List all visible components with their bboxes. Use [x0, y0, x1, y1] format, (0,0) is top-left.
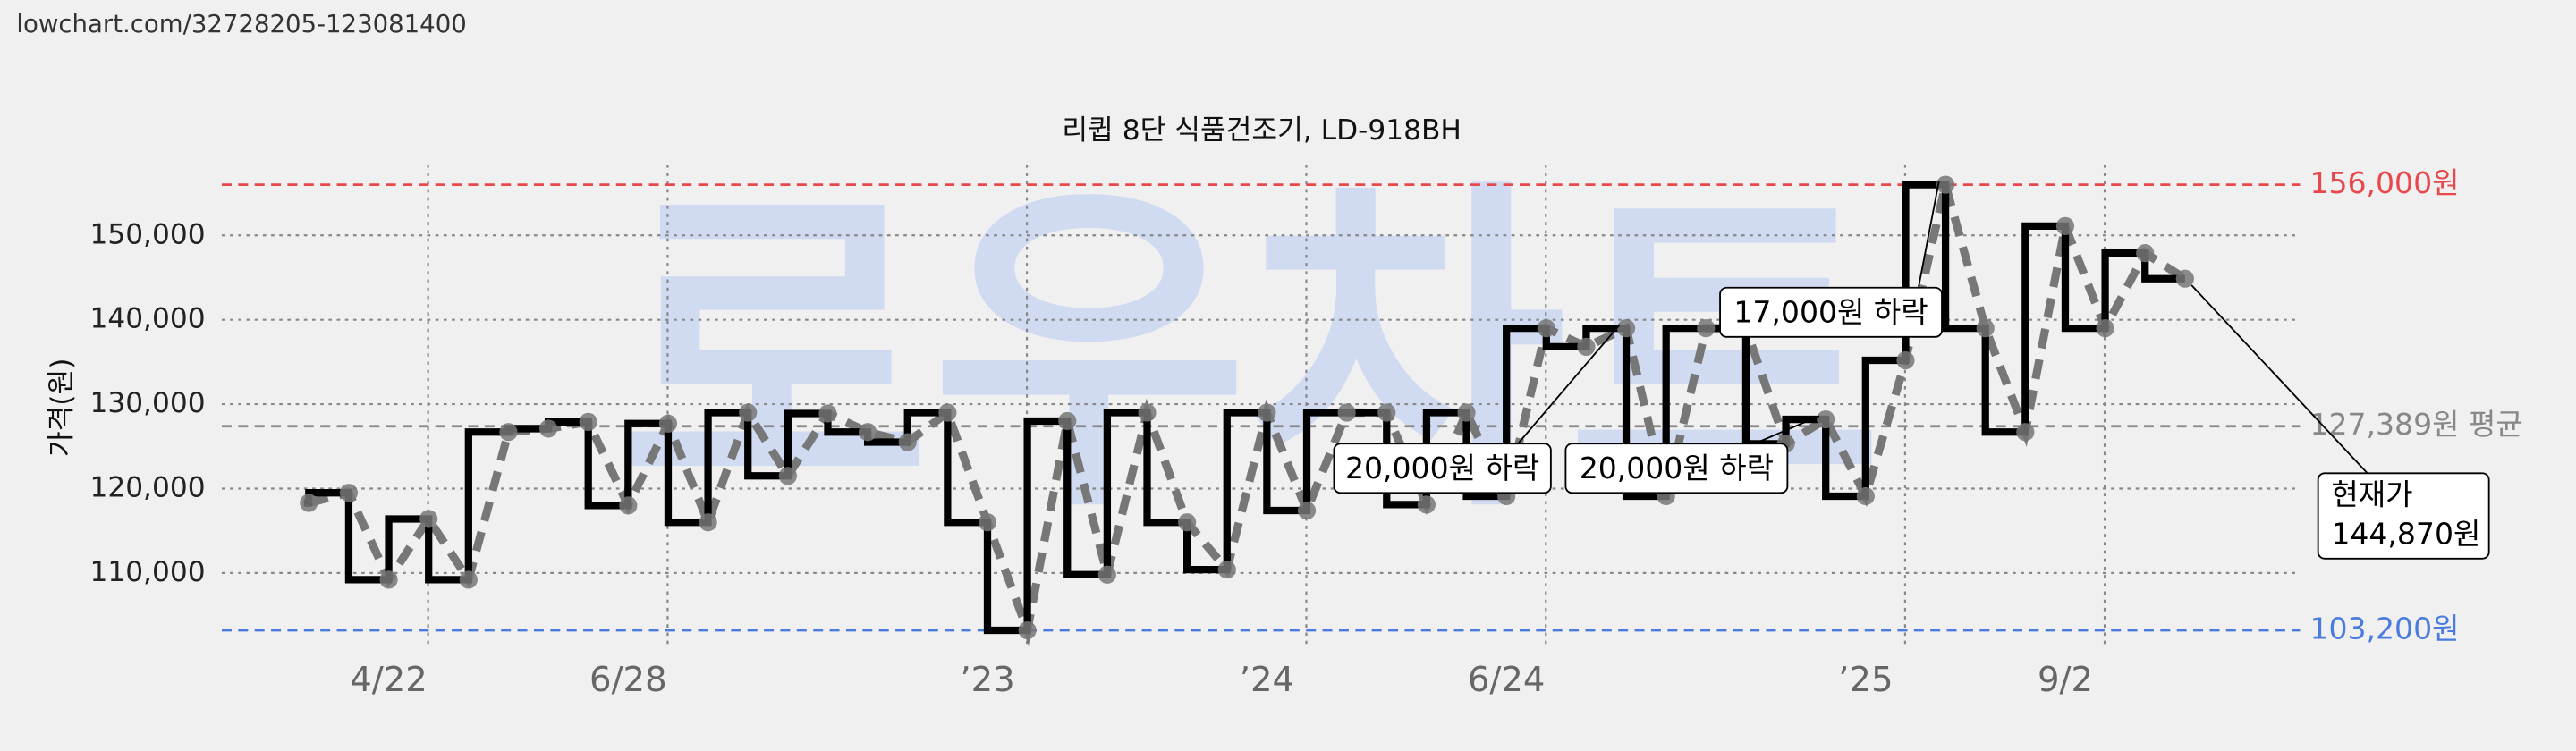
price-point: [1297, 501, 1317, 520]
price-point: [459, 570, 478, 589]
price-point: [1976, 319, 1995, 338]
reference-label: 156,000원: [2309, 165, 2459, 200]
price-point: [898, 433, 917, 451]
price-point: [699, 513, 717, 532]
y-axis-label: 가격(원): [46, 359, 78, 458]
trend-line: [308, 183, 2188, 646]
price-point: [1258, 403, 1276, 422]
reference-label: 127,389원 평균: [2309, 407, 2522, 442]
price-point: [1896, 350, 1915, 370]
price-point: [419, 510, 438, 528]
price-point: [2136, 243, 2155, 263]
price-point: [300, 494, 318, 512]
price-point: [938, 403, 957, 422]
price-point: [778, 467, 797, 485]
price-point: [1018, 620, 1037, 640]
price-point: [1377, 403, 1396, 422]
annotation-box: [2317, 472, 2490, 560]
annotation-text: 20,000원 하락: [1580, 451, 1774, 485]
price-point: [1097, 565, 1116, 584]
price-point: [818, 404, 837, 423]
price-point: [379, 570, 398, 589]
price-point: [978, 513, 997, 532]
chart-title: 리큅 8단 식품건조기, LD-918BH: [1062, 114, 1462, 147]
x-tick-label: 6/24: [1468, 660, 1546, 700]
price-point: [1058, 411, 1077, 431]
y-tick-label: 120,000: [89, 471, 205, 503]
step-line: [303, 181, 2185, 635]
x-tick-label: 4/22: [350, 660, 428, 700]
x-tick-label: ’25: [1838, 660, 1893, 700]
price-point: [1178, 513, 1197, 532]
price-point: [2016, 423, 2035, 442]
price-point: [1217, 560, 1236, 579]
price-point: [1817, 409, 1835, 429]
price-point: [579, 412, 597, 431]
x-tick-label: 9/2: [2038, 660, 2093, 700]
price-point: [499, 423, 518, 442]
price-point: [658, 414, 678, 433]
price-point: [1138, 403, 1157, 422]
annotation-box: [1564, 443, 1789, 494]
price-point: [2096, 319, 2114, 338]
price-point: [2055, 216, 2075, 235]
price-point: [1417, 495, 1436, 514]
price-point: [1697, 319, 1716, 338]
annotation-box: [1333, 443, 1552, 494]
price-point: [1616, 319, 1636, 338]
price-point: [538, 419, 558, 438]
reference-label: 103,200원: [2309, 612, 2459, 646]
y-tick-label: 110,000: [89, 556, 205, 588]
annotation-text: 현재가: [2331, 477, 2412, 512]
annotation-arrow: [2190, 284, 2368, 474]
annotation-text: 144,870원: [2331, 517, 2480, 552]
price-point: [739, 403, 758, 422]
price-point: [1856, 486, 1875, 506]
price-point: [619, 496, 638, 515]
price-point: [1457, 403, 1476, 422]
price-point: [339, 484, 359, 502]
y-tick-label: 130,000: [89, 387, 205, 419]
price-point: [859, 423, 877, 442]
price-point: [1337, 403, 1356, 422]
annotation-text: 20,000원 하락: [1345, 451, 1539, 485]
x-tick-label: ’23: [960, 660, 1014, 700]
price-point: [2175, 269, 2194, 288]
url: lowchart.com/32728205-123081400: [16, 10, 466, 38]
y-tick-label: 140,000: [89, 303, 205, 335]
x-tick-label: ’24: [1240, 660, 1294, 700]
y-tick-label: 150,000: [89, 218, 205, 250]
price-point: [1936, 175, 1955, 194]
price-point: [1537, 319, 1555, 338]
annotation-arrow: [1517, 324, 1621, 444]
annotation-text: 17,000원 하락: [1733, 295, 1928, 330]
annotation-arrow: [1754, 415, 1820, 445]
annotation-box: [1719, 286, 1943, 338]
price-point: [1577, 337, 1596, 356]
x-tick-label: 6/28: [589, 660, 667, 700]
